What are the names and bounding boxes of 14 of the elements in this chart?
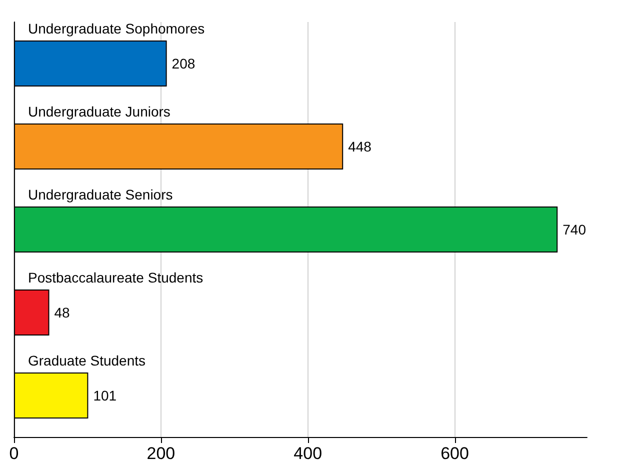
data-label: 448 [348, 138, 372, 154]
data-label: 48 [54, 304, 70, 320]
data-label: 740 [562, 222, 586, 238]
x-tick-label: 200 [146, 444, 176, 463]
y-tick-label: Postbaccalaureate Students [28, 270, 204, 286]
y-tick-label: Undergraduate Seniors [28, 186, 173, 202]
x-tick-label: 600 [440, 444, 469, 463]
x-tick-label: 400 [294, 444, 322, 463]
y-tick-label: Undergraduate Juniors [28, 104, 170, 120]
x-tick-label: 0 [9, 444, 19, 463]
data-label: 101 [93, 388, 117, 404]
y-tick-label: Graduate Students [28, 352, 146, 368]
data-label: 208 [172, 56, 196, 72]
y-tick-label: Undergraduate Sophomores [28, 20, 205, 36]
